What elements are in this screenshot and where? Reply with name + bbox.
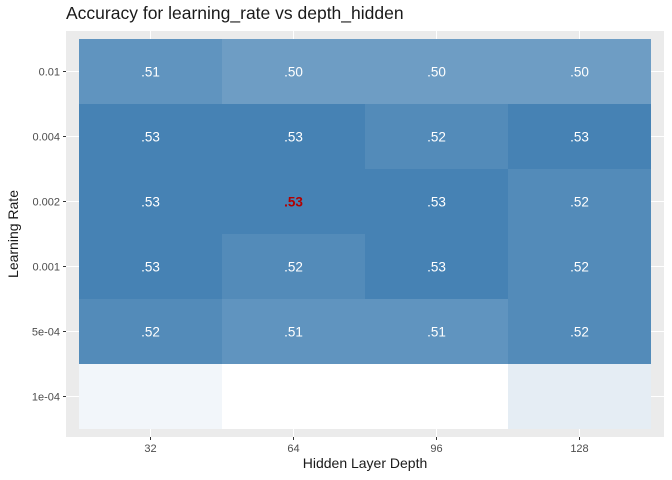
- cell-value-label: .53: [284, 130, 303, 145]
- heatmap-cell: [79, 39, 222, 104]
- heatmap-cell: [222, 299, 365, 364]
- y-tick-label: 0.004: [32, 132, 60, 144]
- cell-value-label: .50: [427, 65, 446, 80]
- cell-value-label: .53: [141, 195, 160, 210]
- y-tick-label: 0.01: [39, 67, 60, 79]
- x-axis-ticks: 32 64 96 128: [144, 437, 589, 455]
- heatmap-cell: [365, 169, 508, 234]
- heatmap-cell: [365, 364, 508, 429]
- heatmap-cell: [79, 299, 222, 364]
- x-tick-label: 64: [287, 443, 299, 455]
- y-axis-title: Learning Rate: [5, 190, 21, 278]
- y-tick-label: 0.001: [32, 262, 60, 274]
- x-axis-title: Hidden Layer Depth: [303, 455, 428, 471]
- heatmap-cell: [222, 364, 365, 429]
- heatmap-cell: [365, 104, 508, 169]
- cell-value-label: .52: [284, 260, 303, 275]
- cell-labels: .51 .50 .50 .50 .53 .53 .52 .53 .53 .53 .53 .52 .53.…: [141, 65, 589, 340]
- heatmap-cell: [222, 39, 365, 104]
- y-tick-label: 5e-04: [32, 327, 60, 339]
- y-tick-label: 0.002: [32, 197, 60, 209]
- cell-value-label: .53: [284, 195, 303, 210]
- cell-value-label: .52: [570, 260, 589, 275]
- heatmap-cell: [508, 39, 651, 104]
- cell-value-label: .51: [141, 65, 160, 80]
- heatmap-cell: [365, 299, 508, 364]
- cell-value-label: .52: [427, 130, 446, 145]
- heatmap-cell: [222, 234, 365, 299]
- cell-value-label: .52: [570, 325, 589, 340]
- cell-value-label: .53: [141, 260, 160, 275]
- heatmap-cell: [79, 234, 222, 299]
- cell-value-label: .50: [570, 65, 589, 80]
- heatmap-cell: [222, 169, 365, 234]
- cell-value-label: .53: [427, 195, 446, 210]
- cell-value-label: .52: [141, 325, 160, 340]
- cell-value-label: .52: [570, 195, 589, 210]
- x-tick-label: 128: [570, 443, 588, 455]
- heatmap-cell: [508, 104, 651, 169]
- y-tick-label: 1e-04: [32, 392, 60, 404]
- heatmap-cell: [222, 104, 365, 169]
- heatmap-cell: [508, 364, 651, 429]
- chart-title: Accuracy for learning_rate vs depth_hidd…: [66, 3, 404, 23]
- heatmap-cell: [79, 169, 222, 234]
- y-axis-ticks: 0.01 0.004 0.002 0.001 5e-04 1e-04: [32, 67, 66, 404]
- cell-value-label: .50: [284, 65, 303, 80]
- cell-value-label: .51: [427, 325, 446, 340]
- cell-value-label: .53: [141, 130, 160, 145]
- heatmap-cell: [365, 234, 508, 299]
- cell-value-label: .51: [284, 325, 303, 340]
- heatmap-cell: [79, 364, 222, 429]
- cell-value-label: .53: [427, 260, 446, 275]
- heatmap-cell: [508, 169, 651, 234]
- heatmap-cell: [508, 299, 651, 364]
- heatmap-cell: [508, 234, 651, 299]
- heatmap-cells: [79, 39, 651, 429]
- heatmap-cell: [365, 39, 508, 104]
- x-tick-label: 96: [430, 443, 442, 455]
- x-tick-label: 32: [144, 443, 156, 455]
- heatmap-cell: [79, 104, 222, 169]
- cell-value-label: .53: [570, 130, 589, 145]
